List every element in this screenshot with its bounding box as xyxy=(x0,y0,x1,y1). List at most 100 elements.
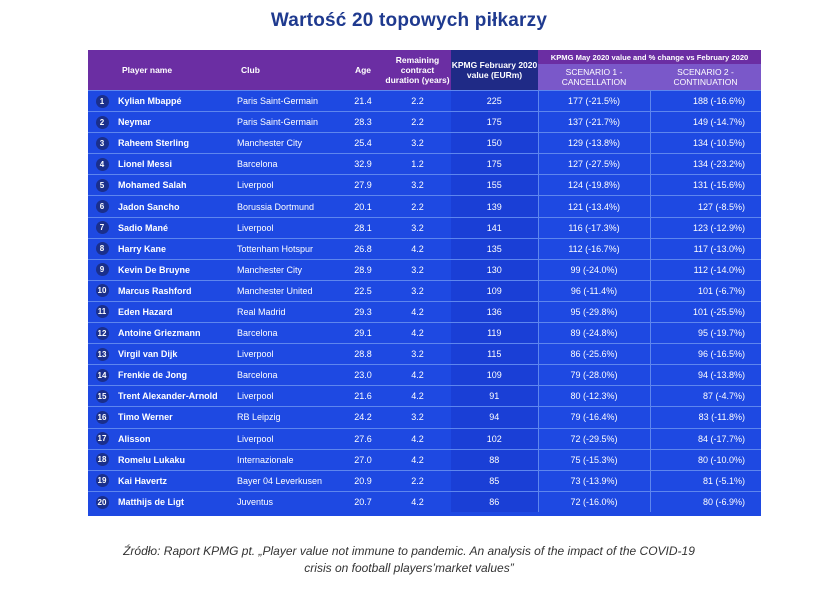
age-cell: 24.2 xyxy=(342,406,384,428)
table-row: 16 Timo Werner RB Leipzig 24.2 3.2 94 79 (-16.… xyxy=(88,406,761,428)
player-name-cell: Alisson xyxy=(116,427,235,450)
rank-cell: 11 xyxy=(88,300,116,323)
feb-value-cell: 139 xyxy=(451,195,538,218)
contract-cell: 4.2 xyxy=(384,427,451,450)
table-row: 11 Eden Hazard Real Madrid 29.3 4.2 136 95 (-2… xyxy=(88,300,761,323)
player-name-cell: Raheem Sterling xyxy=(116,132,235,154)
feb-value-cell: 175 xyxy=(451,153,538,175)
feb-value-cell: 94 xyxy=(451,406,538,428)
table-row: 17 Alisson Liverpool 27.6 4.2 102 72 (-29.5%) 8… xyxy=(88,427,761,450)
table-row: 8 Harry Kane Tottenham Hotspur 26.8 4.2 135 11… xyxy=(88,237,761,260)
feb-value-cell: 86 xyxy=(451,490,538,513)
rank-cell: 8 xyxy=(88,237,116,260)
player-name-cell: Frenkie de Jong xyxy=(116,364,235,386)
feb-value-cell: 88 xyxy=(451,448,538,471)
player-name-cell: Kai Havertz xyxy=(116,469,235,492)
table-row: 2 Neymar Paris Saint-Germain 28.3 2.2 175 137 … xyxy=(88,111,761,133)
rank-cell: 17 xyxy=(88,427,116,450)
club-cell: Real Madrid xyxy=(235,300,342,323)
scenario-2-cell: 94 (-13.8%) xyxy=(649,364,761,386)
age-cell: 28.8 xyxy=(342,343,384,365)
scenario-2-cell: 84 (-17.7%) xyxy=(649,427,761,450)
scenario-1-cell: 86 (-25.6%) xyxy=(537,343,650,365)
table-row: 19 Kai Havertz Bayer 04 Leverkusen 20.9 2.2 8… xyxy=(88,469,761,492)
scenario-1-cell: 112 (-16.7%) xyxy=(537,237,650,260)
club-cell: Manchester United xyxy=(235,279,342,302)
header-player-name: Player name xyxy=(116,50,235,91)
header-age: Age xyxy=(342,50,384,91)
scenario-2-cell: 101 (-25.5%) xyxy=(649,300,761,323)
club-cell: Liverpool xyxy=(235,216,342,239)
rank-badge: 19 xyxy=(95,474,109,488)
feb-value-cell: 136 xyxy=(451,300,538,323)
rank-cell: 2 xyxy=(88,111,116,133)
rank-badge: 4 xyxy=(95,157,109,171)
rank-cell: 7 xyxy=(88,216,116,239)
scenario-1-cell: 75 (-15.3%) xyxy=(537,448,650,471)
rank-badge: 7 xyxy=(95,221,109,235)
rank-cell: 13 xyxy=(88,343,116,365)
player-value-table: Player name Club Age Remaining contract … xyxy=(88,50,761,516)
club-cell: Barcelona xyxy=(235,322,342,344)
scenario-1-cell: 80 (-12.3%) xyxy=(537,385,650,407)
scenario-2-cell: 101 (-6.7%) xyxy=(649,279,761,302)
contract-cell: 2.2 xyxy=(384,195,451,218)
feb-value-cell: 109 xyxy=(451,364,538,386)
age-cell: 23.0 xyxy=(342,364,384,386)
feb-value-cell: 115 xyxy=(451,343,538,365)
club-cell: Manchester City xyxy=(235,132,342,154)
header-club: Club xyxy=(235,50,342,91)
age-cell: 28.9 xyxy=(342,258,384,281)
scenario-1-cell: 79 (-16.4%) xyxy=(537,406,650,428)
contract-cell: 3.2 xyxy=(384,216,451,239)
club-cell: Internazionale xyxy=(235,448,342,471)
club-cell: Bayer 04 Leverkusen xyxy=(235,469,342,492)
contract-cell: 4.2 xyxy=(384,322,451,344)
scenario-2-cell: 134 (-10.5%) xyxy=(649,132,761,154)
header-scenario-2: SCENARIO 2 - CONTINUATION xyxy=(650,64,761,91)
scenario-2-cell: 112 (-14.0%) xyxy=(649,258,761,281)
contract-cell: 4.2 xyxy=(384,385,451,407)
player-name-cell: Marcus Rashford xyxy=(116,279,235,302)
rank-badge: 8 xyxy=(95,242,109,256)
feb-value-cell: 91 xyxy=(451,385,538,407)
rank-badge: 1 xyxy=(95,94,109,108)
rank-badge: 11 xyxy=(95,305,109,319)
contract-cell: 2.2 xyxy=(384,469,451,492)
player-name-cell: Antoine Griezmann xyxy=(116,322,235,344)
player-name-cell: Neymar xyxy=(116,111,235,133)
age-cell: 29.1 xyxy=(342,322,384,344)
rank-cell: 5 xyxy=(88,174,116,196)
rank-badge: 14 xyxy=(95,368,109,382)
table: Player name Club Age Remaining contract … xyxy=(88,50,761,513)
feb-value-cell: 175 xyxy=(451,111,538,133)
player-name-cell: Jadon Sancho xyxy=(116,195,235,218)
age-cell: 20.1 xyxy=(342,195,384,218)
source-line-2: crisis on football players’market values… xyxy=(304,561,514,575)
table-row: 15 Trent Alexander-Arnold Liverpool 21.6 4.2… xyxy=(88,385,761,407)
table-row: 6 Jadon Sancho Borussia Dortmund 20.1 2.2 139… xyxy=(88,195,761,218)
scenario-2-cell: 188 (-16.6%) xyxy=(649,89,761,112)
age-cell: 27.9 xyxy=(342,174,384,196)
rank-cell: 20 xyxy=(88,490,116,513)
age-cell: 21.4 xyxy=(342,89,384,112)
scenario-2-cell: 80 (-6.9%) xyxy=(649,490,761,513)
scenario-1-cell: 72 (-29.5%) xyxy=(537,427,650,450)
age-cell: 22.5 xyxy=(342,279,384,302)
player-name-cell: Kevin De Bruyne xyxy=(116,258,235,281)
scenario-1-cell: 72 (-16.0%) xyxy=(537,490,650,513)
rank-cell: 9 xyxy=(88,258,116,281)
contract-cell: 4.2 xyxy=(384,237,451,260)
feb-value-cell: 109 xyxy=(451,279,538,302)
player-name-cell: Kylian Mbappé xyxy=(116,89,235,112)
rank-badge: 9 xyxy=(95,263,109,277)
club-cell: Barcelona xyxy=(235,364,342,386)
scenario-2-cell: 123 (-12.9%) xyxy=(649,216,761,239)
scenario-1-cell: 127 (-27.5%) xyxy=(537,153,650,175)
scenario-2-cell: 127 (-8.5%) xyxy=(649,195,761,218)
age-cell: 20.9 xyxy=(342,469,384,492)
rank-cell: 3 xyxy=(88,132,116,154)
table-row: 10 Marcus Rashford Manchester United 22.5 3.… xyxy=(88,279,761,302)
table-row: 20 Matthijs de Ligt Juventus 20.7 4.2 86 72 (-… xyxy=(88,490,761,513)
rank-badge: 5 xyxy=(95,178,109,192)
